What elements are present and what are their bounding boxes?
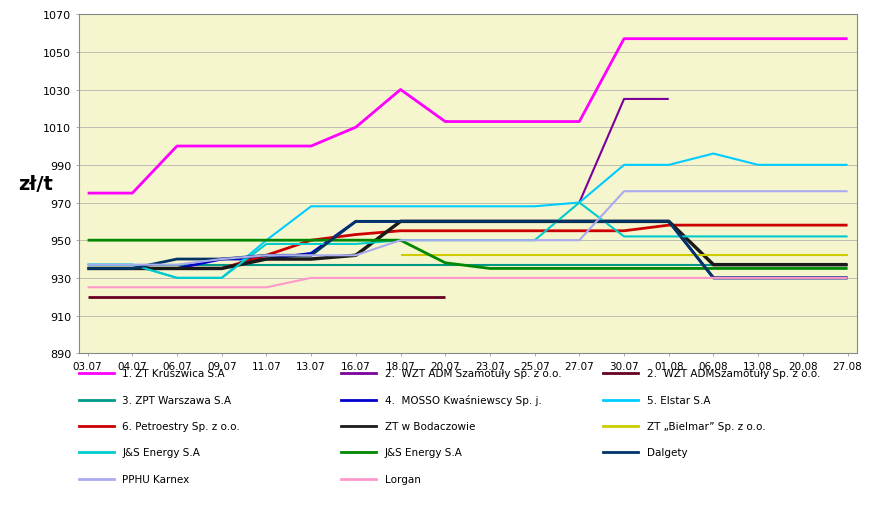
Text: PPHU Karnex: PPHU Karnex: [122, 474, 190, 484]
Text: Dalgety: Dalgety: [647, 447, 687, 458]
Text: ZT „Bielmar” Sp. z o.o.: ZT „Bielmar” Sp. z o.o.: [647, 421, 766, 431]
Text: 1. ZT Kruszwica S.A: 1. ZT Kruszwica S.A: [122, 369, 225, 379]
Text: Lorgan: Lorgan: [385, 474, 420, 484]
Text: 5. Elstar S.A: 5. Elstar S.A: [647, 395, 711, 405]
Text: 4.  MOSSO Kwaśniewscy Sp. j.: 4. MOSSO Kwaśniewscy Sp. j.: [385, 394, 541, 406]
Text: J&S Energy S.A: J&S Energy S.A: [122, 447, 200, 458]
Y-axis label: zł/t: zł/t: [18, 175, 53, 194]
Text: J&S Energy S.A: J&S Energy S.A: [385, 447, 462, 458]
Text: 3. ZPT Warszawa S.A: 3. ZPT Warszawa S.A: [122, 395, 232, 405]
Text: ZT w Bodaczowie: ZT w Bodaczowie: [385, 421, 475, 431]
Text: 6. Petroestry Sp. z o.o.: 6. Petroestry Sp. z o.o.: [122, 421, 240, 431]
Text: 2.  WZT ADM Szamotuły Sp. z o.o.: 2. WZT ADM Szamotuły Sp. z o.o.: [385, 369, 561, 379]
Text: 2.  WZT ADMSzamotuły Sp. z o.o.: 2. WZT ADMSzamotuły Sp. z o.o.: [647, 369, 820, 379]
